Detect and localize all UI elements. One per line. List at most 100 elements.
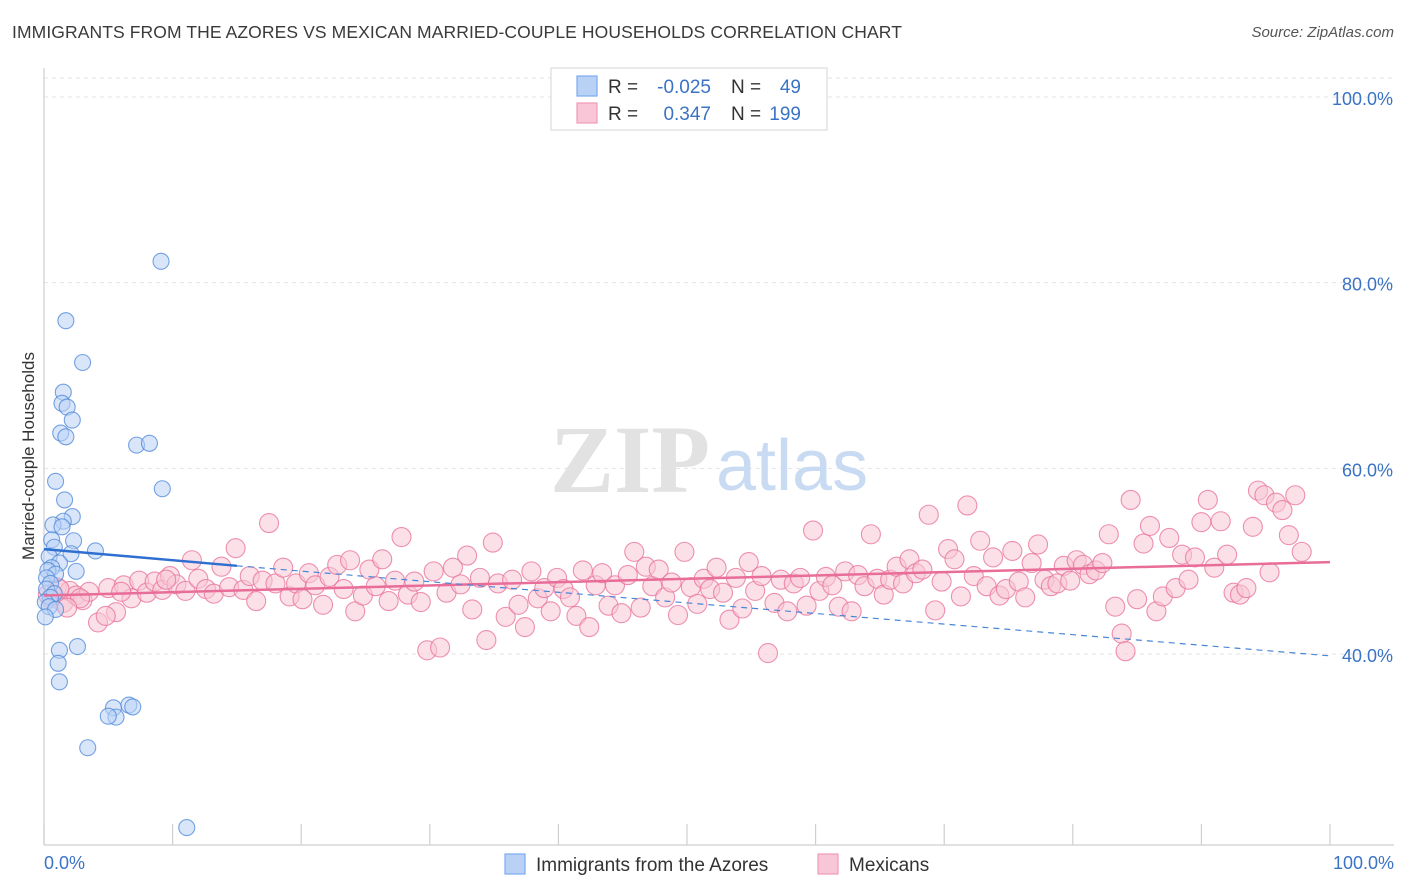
watermark-zip: ZIP [550,406,710,513]
azores-point [99,707,117,725]
mexicans-point [950,586,971,607]
mexicans-point [514,617,536,638]
azores-point [79,739,97,757]
mexicans-point [1204,557,1225,578]
mexicans-point [1015,587,1036,608]
mexicans-point [495,606,516,627]
mexicans-point [476,630,497,651]
mexicans-point [1272,500,1293,521]
mexicans-point [1236,578,1257,599]
mexicans-point [246,591,267,612]
mexicans-point [931,571,952,592]
mexicans-point [912,559,933,580]
mexicans-point [841,601,862,622]
y-tick-labels: 40.0% 60.0% 80.0% 100.0% [1332,89,1393,666]
mexicans-point [378,591,399,612]
mexicans-point [111,581,132,602]
mexicans-point [957,495,978,516]
x-ticks [43,824,1331,845]
bottom-legend-label-mexicans: Mexicans [849,855,929,876]
mexicans-point [738,552,759,573]
azores-point [56,491,74,509]
mexicans-point [156,569,177,590]
mexicans-point [273,557,294,578]
mexicans-point [521,561,542,582]
mexicans-point [719,609,740,630]
y-tick-label: 100.0% [1332,89,1393,109]
legend-n-value-azores: 49 [780,77,801,98]
legend-n-value-mexicans: 199 [769,104,801,125]
azores-trend-line-extension [236,565,1331,657]
source-credit: Source: ZipAtlas.com [1251,24,1394,41]
mexicans-point [918,504,939,525]
azores-point [50,673,68,691]
stats-legend: R = -0.025 N = 49 R = 0.347 N = 199 [550,67,828,131]
mexicans-point [1028,534,1049,555]
mexicans-point [667,604,689,626]
mexicans-point [732,598,753,619]
mexicans-point [1127,589,1148,610]
azores-point [57,312,75,330]
azores-point [67,562,85,580]
mexicans-point [1111,623,1132,644]
mexicans-point [1184,547,1206,568]
mexicans-point [258,513,280,534]
legend-r-value-mexicans: 0.347 [663,104,711,125]
azores-point [124,698,142,716]
mexicans-point [462,599,483,620]
bottom-legend-swatch-azores [504,853,526,875]
mexicans-point [1291,541,1312,562]
azores-point [47,472,65,490]
mexicans-point [1115,641,1136,662]
mexicans-point [1021,552,1042,574]
azores-point [63,411,81,429]
bottom-legend: Immigrants from the Azores Mexicans [504,853,929,876]
mexicans-point [802,520,824,541]
mexicans-point [1197,489,1218,510]
mexicans-point [1159,527,1180,549]
mexicans-point [661,572,682,593]
mexicans-point [1133,533,1154,554]
azores-point [152,252,170,270]
bottom-legend-swatch-mexicans [817,853,839,875]
legend-swatch-mexicans [576,102,598,124]
mexicans-point [1098,524,1119,545]
bottom-legend-label-azores: Immigrants from the Azores [536,855,768,876]
mexicans-point [706,557,727,578]
mexicans-point [540,601,561,622]
legend-r-value-azores: -0.025 [657,77,711,98]
mexicans-point [944,549,965,570]
azores-point [153,480,171,498]
mexicans-point [592,563,613,584]
legend-swatch-azores [576,75,598,97]
mexicans-point [1242,516,1263,537]
legend-n-label-azores: N = [731,77,761,98]
x-tick-label-max: 100.0% [1333,853,1394,873]
mexicans-point [1105,596,1126,617]
mexicans-point [469,567,491,588]
mexicans-trend-line [43,560,1331,597]
mexicans-point [1217,544,1238,565]
mexicans-point [1092,552,1113,574]
y-tick-label: 60.0% [1342,460,1393,480]
mexicans-point [225,538,246,559]
mexicans-point [1191,512,1212,533]
mexicans-point [674,541,695,562]
legend-r-label-azores: R = [608,77,638,98]
y-tick-label: 40.0% [1342,646,1393,666]
azores-point [49,654,67,672]
mexicans-point [970,530,991,551]
legend-n-label-mexicans: N = [731,104,761,125]
mexicans-point [712,582,734,603]
mexicans-point [508,594,529,615]
mexicans-point [790,567,811,588]
azores-points [36,252,196,837]
mexicans-point [1002,540,1023,562]
legend-r-label-mexicans: R = [608,104,638,125]
watermark-atlas: atlas [716,426,868,506]
mexicans-point [925,600,946,621]
azores-point [57,428,75,446]
y-axis-title: Married-couple Households [19,352,38,560]
mexicans-point [1285,485,1306,506]
mexicans-point [624,541,645,562]
